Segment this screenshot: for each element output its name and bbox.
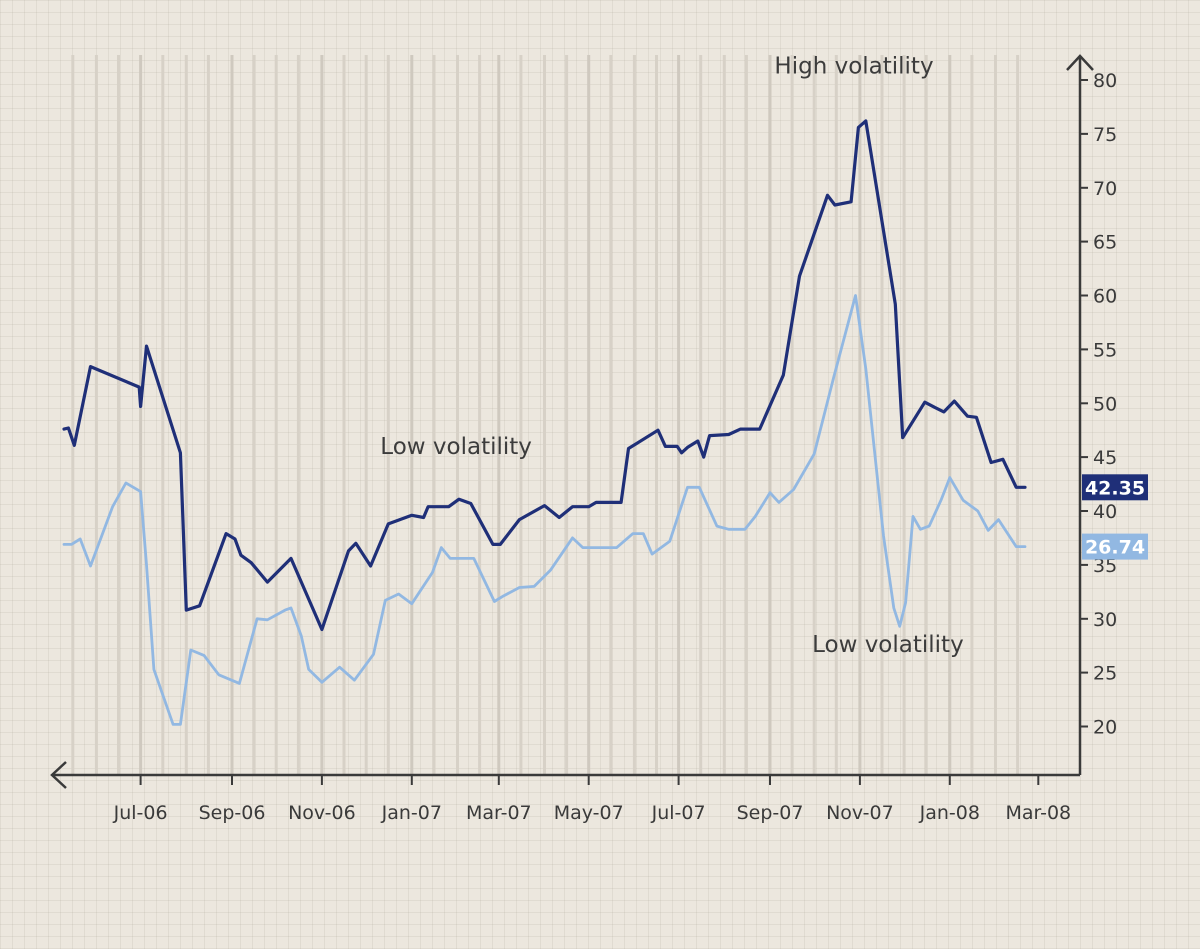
x-tick-label: Jan-08	[919, 802, 980, 824]
y-tick-label: 60	[1093, 286, 1117, 308]
y-tick-label: 80	[1093, 70, 1117, 92]
x-axis-arrow-icon	[50, 761, 67, 789]
y-tick-label: 30	[1093, 609, 1117, 631]
annotation-labels: 42.35 26.74 High volatility Low volatility L…	[380, 54, 1148, 658]
y-tick-label: 65	[1093, 232, 1117, 254]
light-series-value-badge: 26.74	[1082, 533, 1148, 560]
y-tick-label: 20	[1093, 717, 1117, 739]
value-badge-background	[1082, 474, 1148, 501]
value-badge-background	[1082, 533, 1148, 560]
x-tick-label: Sep-06	[199, 802, 266, 824]
y-tick-label: 55	[1093, 339, 1117, 361]
y-tick-label: 45	[1093, 447, 1117, 469]
annotation-label: High volatility	[774, 54, 933, 80]
x-tick-label: Nov-06	[288, 802, 356, 824]
y-tick-label: 25	[1093, 663, 1117, 685]
annotation-label: Low volatility	[812, 632, 964, 658]
light-series-line	[62, 294, 1027, 726]
y-tick-label: 50	[1093, 393, 1117, 415]
series-lines	[62, 119, 1027, 726]
x-tick-label: Nov-07	[826, 802, 894, 824]
axes: Jul-06 Sep-06 Nov-06 Jan-07 Mar-07 May-07 Jul-…	[50, 54, 1117, 824]
x-tick-label: Mar-07	[466, 802, 532, 824]
x-tick-label: Jan-07	[381, 802, 442, 824]
x-tick-label: May-07	[554, 802, 624, 824]
y-tick-label: 35	[1093, 555, 1117, 577]
dark-series-value-badge: 42.35	[1082, 474, 1148, 501]
x-tick-label: Sep-07	[737, 802, 804, 824]
x-tick-label: Jul-06	[113, 802, 168, 824]
y-axis-arrow-icon	[1066, 54, 1094, 71]
y-tick-label: 40	[1093, 501, 1117, 523]
y-tick-label: 70	[1093, 178, 1117, 200]
x-tick-label: Mar-08	[1005, 802, 1071, 824]
annotation-label: Low volatility	[380, 434, 532, 460]
value-badge-label: 42.35	[1085, 477, 1145, 499]
vertical-gridlines	[71, 55, 1020, 775]
y-tick-label: 75	[1093, 124, 1117, 146]
dark-series-line	[62, 119, 1027, 632]
x-tick-label: Jul-07	[651, 802, 706, 824]
value-badge-label: 26.74	[1085, 537, 1145, 559]
